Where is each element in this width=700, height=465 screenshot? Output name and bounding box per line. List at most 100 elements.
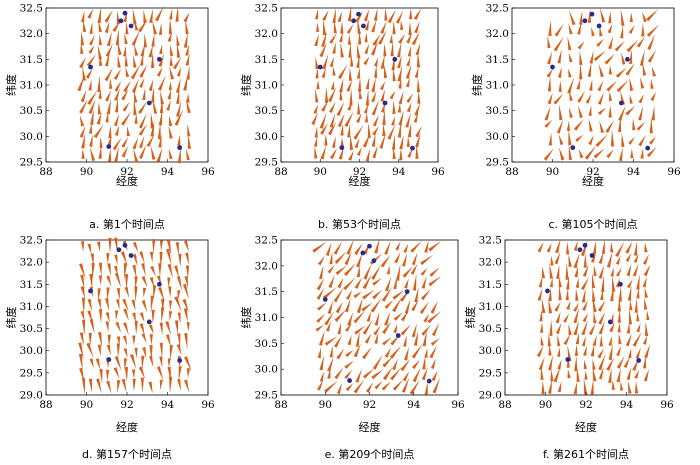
wind-arrow [174, 265, 179, 279]
wind-arrow [315, 324, 324, 332]
wind-arrow [185, 53, 190, 66]
wind-arrow [372, 278, 382, 286]
wind-arrow [106, 287, 110, 302]
y-tick-label: 31.5 [20, 54, 43, 66]
wind-arrow [115, 321, 121, 333]
wind-arrow [409, 7, 413, 20]
wind-arrow [356, 42, 361, 59]
wind-arrow [639, 49, 645, 66]
wind-arrow [123, 322, 129, 336]
wind-arrow [133, 147, 139, 163]
wind-arrow [362, 320, 373, 335]
wind-arrow [550, 255, 554, 266]
x-tick-label: 96 [451, 399, 465, 411]
wind-arrow [608, 343, 613, 361]
y-tick-label: 30.0 [486, 131, 509, 143]
wind-arrow [548, 354, 553, 371]
wind-arrow [315, 88, 319, 103]
wind-arrow [123, 80, 131, 93]
wind-arrow [324, 133, 328, 146]
wind-arrow [139, 323, 145, 336]
wind-arrow [116, 343, 120, 358]
wind-arrow [159, 240, 164, 251]
wind-arrow [392, 20, 396, 35]
panel-caption: e. 第209个时间点 [325, 447, 415, 461]
wind-arrow [169, 311, 173, 322]
wind-arrow [608, 335, 613, 346]
wind-arrow [387, 124, 396, 140]
x-tick-label: 90 [80, 166, 93, 178]
wind-arrow [328, 86, 337, 103]
station-point [550, 64, 555, 70]
wind-arrow [644, 242, 648, 253]
station-point [146, 319, 152, 325]
wind-arrow [382, 337, 392, 346]
wind-arrow [574, 355, 578, 372]
wind-arrow [355, 331, 360, 347]
wind-arrow [109, 78, 113, 89]
wind-arrow [177, 42, 181, 58]
wind-arrow [323, 19, 327, 36]
wind-arrow [77, 75, 85, 92]
wind-arrow [106, 344, 111, 356]
wind-arrow [120, 251, 128, 266]
wind-arrow [336, 348, 345, 360]
wind-arrow [150, 145, 156, 160]
x-axis-label: 经度 [359, 420, 381, 434]
wind-arrow [558, 134, 564, 145]
wind-arrow [169, 115, 173, 127]
wind-arrow [428, 241, 442, 252]
y-tick-label: 31.5 [255, 54, 278, 66]
wind-arrow [151, 87, 155, 103]
wind-arrow [372, 34, 381, 46]
wind-arrow [598, 63, 604, 78]
wind-arrow [353, 379, 365, 394]
wind-arrow [340, 123, 344, 136]
wind-arrow [121, 137, 129, 148]
wind-arrow [636, 323, 641, 333]
wind-vectors [536, 238, 651, 395]
wind-arrow [113, 113, 120, 127]
wind-arrow [563, 313, 570, 323]
wind-arrow [390, 41, 394, 57]
wind-arrow [618, 105, 626, 122]
wind-arrow [651, 66, 657, 77]
wind-arrow [597, 92, 604, 105]
station-point [128, 253, 134, 258]
wind-arrow [167, 358, 171, 368]
wind-arrow [629, 49, 633, 64]
wind-arrow [185, 19, 189, 35]
wind-arrow [186, 66, 190, 80]
wind-arrow [372, 289, 382, 300]
wind-arrow [646, 146, 657, 158]
wind-arrow [421, 324, 431, 336]
wind-arrow [159, 322, 163, 336]
wind-arrow [79, 125, 86, 138]
wind-arrow [150, 112, 154, 129]
wind-arrow [628, 25, 635, 34]
wind-arrow [592, 358, 596, 370]
wind-arrow [89, 35, 95, 46]
wind-arrow [410, 263, 418, 275]
wind-arrow [356, 265, 360, 278]
wind-arrow [557, 334, 561, 347]
wind-arrow [184, 379, 190, 393]
wind-arrow [88, 123, 93, 134]
wind-arrow [618, 285, 622, 302]
wind-arrow [547, 35, 551, 49]
wind-arrow [98, 275, 103, 286]
wind-arrow [345, 349, 354, 358]
wind-arrow [96, 378, 102, 394]
wind-arrow [374, 57, 378, 67]
wind-arrow [81, 297, 85, 314]
wind-arrow [379, 132, 386, 149]
x-axis-label: 经度 [349, 174, 371, 188]
wind-arrow [319, 265, 324, 280]
wind-arrow [146, 134, 155, 147]
wind-arrow [411, 299, 419, 312]
x-axis-label: 经度 [582, 174, 604, 188]
wind-arrow [139, 312, 145, 323]
wind-arrow [105, 111, 109, 123]
wind-arrow [592, 335, 597, 346]
wind-arrow [88, 332, 92, 347]
